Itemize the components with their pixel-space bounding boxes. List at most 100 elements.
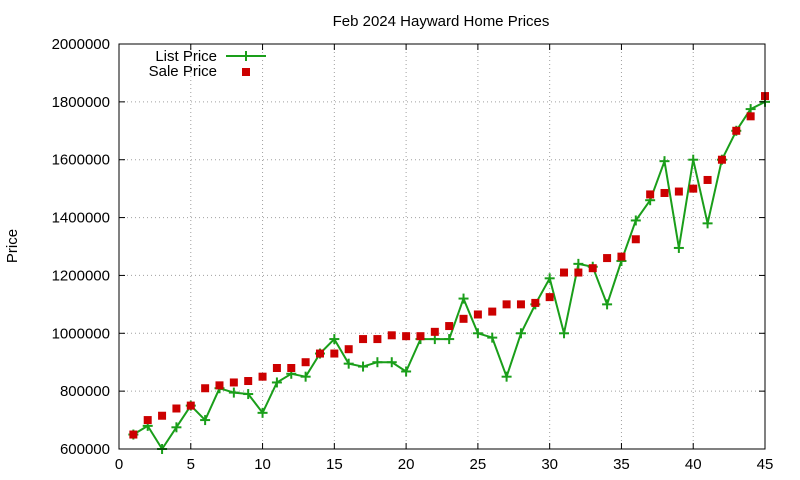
list-price-point (559, 328, 570, 339)
sale-price-point (473, 310, 482, 319)
list-price-point (257, 407, 268, 418)
axis-ticks: 0 5 10 15 20 25 30 35 40 45 600000 800000 1000000 120… (52, 36, 774, 473)
sale-price-point (330, 349, 339, 358)
legend: List Price Sale Price (149, 48, 266, 80)
y-tick-label: 1800000 (52, 94, 110, 111)
list-price-point (501, 371, 512, 382)
sale-price-point (158, 411, 167, 420)
list-price-point (544, 273, 555, 284)
y-tick-label: 1200000 (52, 267, 110, 284)
y-tick-label: 1000000 (52, 325, 110, 342)
x-tick-label: 15 (326, 456, 343, 473)
sale-price-point (186, 401, 195, 410)
series-layer (128, 92, 770, 454)
list-price-point (200, 415, 211, 426)
sale-price-point (272, 364, 281, 372)
sale-price-point (445, 322, 454, 331)
list-price-point (343, 358, 354, 369)
sale-price-point (430, 327, 439, 336)
sale-price-point (258, 372, 267, 381)
sale-price-point (531, 298, 540, 307)
y-axis-label: Price (4, 229, 21, 263)
sale-price-point (244, 377, 253, 386)
list-price-point (444, 334, 455, 345)
x-tick-label: 10 (254, 456, 271, 473)
sale-price-point (689, 184, 698, 193)
list-price-point (688, 154, 699, 165)
y-tick-label: 2000000 (52, 36, 110, 53)
x-tick-label: 30 (541, 456, 558, 473)
sale-price-point (646, 190, 655, 199)
x-tick-label: 0 (115, 456, 123, 473)
list-price-point (358, 361, 369, 372)
sale-price-point (560, 268, 569, 277)
sale-price-point (717, 155, 726, 164)
sale-price-point (301, 358, 310, 367)
y-tick-label: 1600000 (52, 152, 110, 169)
plot-frame (118, 43, 766, 450)
list-price-point (243, 389, 254, 400)
sale-price-point (516, 300, 525, 309)
sale-price-point (344, 345, 353, 354)
sale-price-point (315, 349, 324, 358)
sale-price-point (732, 126, 741, 135)
sale-price-point (402, 332, 411, 341)
x-tick-label: 25 (470, 456, 487, 473)
y-tick-label: 600000 (60, 441, 110, 458)
sale-price-point (215, 381, 224, 390)
chart-title: Feb 2024 Hayward Home Prices (333, 13, 550, 30)
list-price-point (487, 332, 498, 343)
sale-price-point (201, 384, 210, 393)
list-price-point (401, 366, 412, 377)
sale-price-point (129, 430, 138, 439)
x-tick-label: 40 (685, 456, 702, 473)
sale-price-point (359, 335, 368, 344)
y-tick-label: 800000 (60, 383, 110, 400)
sale-price-point (488, 307, 497, 316)
list-price-line (132, 101, 766, 450)
sale-price-point (172, 404, 181, 413)
legend-label-sale-price: Sale Price (149, 63, 217, 80)
list-price-point (673, 242, 684, 253)
x-tick-label: 5 (187, 456, 195, 473)
sale-price-point (416, 332, 425, 341)
sale-price-point (229, 378, 238, 387)
sale-price-point (574, 268, 583, 277)
sale-price-point (588, 264, 597, 273)
legend-marker-list-price (241, 51, 251, 61)
sale-price-point (287, 364, 296, 372)
sale-price-point (660, 188, 669, 197)
list-price-point (602, 299, 613, 310)
sale-price-point (387, 331, 396, 340)
legend-marker-sale-price (242, 68, 250, 76)
list-price-point (659, 156, 670, 167)
list-price-point (458, 293, 469, 304)
sale-price-point (545, 293, 554, 302)
list-price-point (300, 371, 311, 382)
list-price-point (171, 422, 182, 433)
x-tick-label: 45 (757, 456, 774, 473)
x-tick-label: 35 (613, 456, 630, 473)
sale-price-point (674, 187, 683, 196)
sale-price-point (459, 314, 468, 323)
list-price-point (372, 357, 383, 368)
legend-label-list-price: List Price (155, 48, 217, 65)
sale-price-point (746, 112, 755, 121)
list-price-point (573, 258, 584, 269)
sale-price-point (603, 254, 612, 263)
sale-price-point (631, 235, 640, 244)
list-price-point (329, 334, 340, 345)
sale-price-point (373, 335, 382, 344)
sale-price-point (703, 175, 712, 184)
y-tick-label: 1400000 (52, 210, 110, 227)
list-price-point (515, 328, 526, 339)
sale-price-point (502, 300, 511, 309)
list-price-point (386, 357, 397, 368)
sale-price-point (617, 252, 626, 261)
list-price-point (271, 377, 282, 388)
list-price-point (630, 215, 641, 226)
x-tick-label: 20 (398, 456, 415, 473)
list-price-point (472, 328, 483, 339)
sale-price-point (143, 416, 152, 425)
